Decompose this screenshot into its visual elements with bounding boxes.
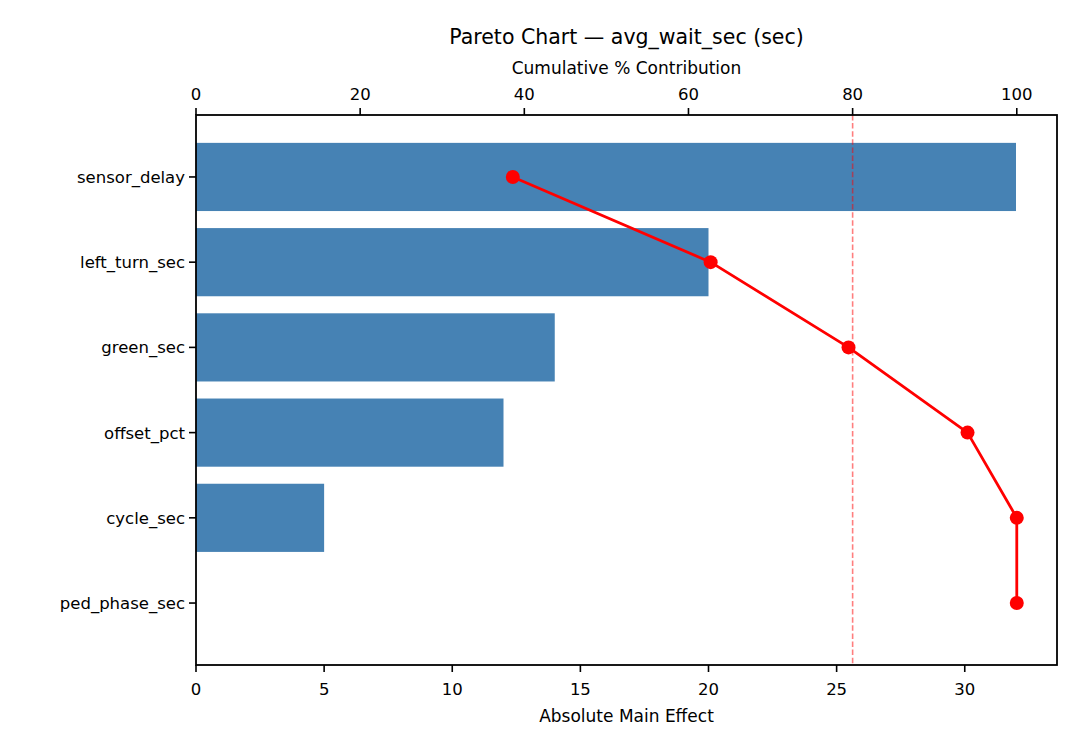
bottom-axis-tick-label: 15	[570, 680, 591, 699]
bar-sensor_delay	[196, 143, 1016, 211]
top-axis-title: Cumulative % Contribution	[512, 58, 742, 78]
cumulative-marker-cycle_sec	[1010, 511, 1024, 525]
y-axis-label-cycle_sec: cycle_sec	[106, 509, 185, 529]
top-axis-tick-label: 60	[678, 85, 699, 104]
bottom-axis-tick-label: 25	[826, 680, 847, 699]
cumulative-marker-ped_phase_sec	[1010, 596, 1024, 610]
pareto-chart-canvas: 0 5 10 15 20 25 30 0 20 40 60 80 100 sensor_delayleft…	[0, 0, 1080, 750]
top-axis-tick-label: 100	[1001, 85, 1033, 104]
y-axis-label-green_sec: green_sec	[101, 338, 185, 358]
bottom-axis-title: Absolute Main Effect	[539, 706, 714, 726]
bar-left_turn_sec	[196, 228, 709, 296]
bottom-axis-tick-label: 0	[191, 680, 202, 699]
top-axis-tick-label: 20	[350, 85, 371, 104]
bottom-axis-tick-label: 10	[442, 680, 463, 699]
bottom-axis-tick-label: 5	[319, 680, 330, 699]
bar-offset_pct	[196, 399, 504, 467]
bar-cycle_sec	[196, 484, 324, 552]
y-axis-label-left_turn_sec: left_turn_sec	[80, 253, 185, 273]
y-axis-label-offset_pct: offset_pct	[104, 424, 185, 444]
y-axis-label-ped_phase_sec: ped_phase_sec	[60, 594, 185, 614]
pareto-chart-figure: 0 5 10 15 20 25 30 0 20 40 60 80 100 sensor_delayleft…	[0, 0, 1080, 750]
y-axis-label-sensor_delay: sensor_delay	[77, 168, 185, 188]
cumulative-marker-left_turn_sec	[704, 255, 718, 269]
cumulative-marker-green_sec	[842, 340, 856, 354]
bar-green_sec	[196, 313, 555, 381]
chart-title: Pareto Chart — avg_wait_sec (sec)	[449, 25, 803, 50]
bottom-axis-tick-label: 20	[698, 680, 719, 699]
top-axis-tick-label: 0	[191, 85, 202, 104]
cumulative-marker-sensor_delay	[506, 170, 520, 184]
bottom-axis-tick-label: 30	[954, 680, 975, 699]
top-axis-tick-label: 80	[842, 85, 863, 104]
cumulative-marker-offset_pct	[961, 426, 975, 440]
top-axis-tick-label: 40	[514, 85, 535, 104]
